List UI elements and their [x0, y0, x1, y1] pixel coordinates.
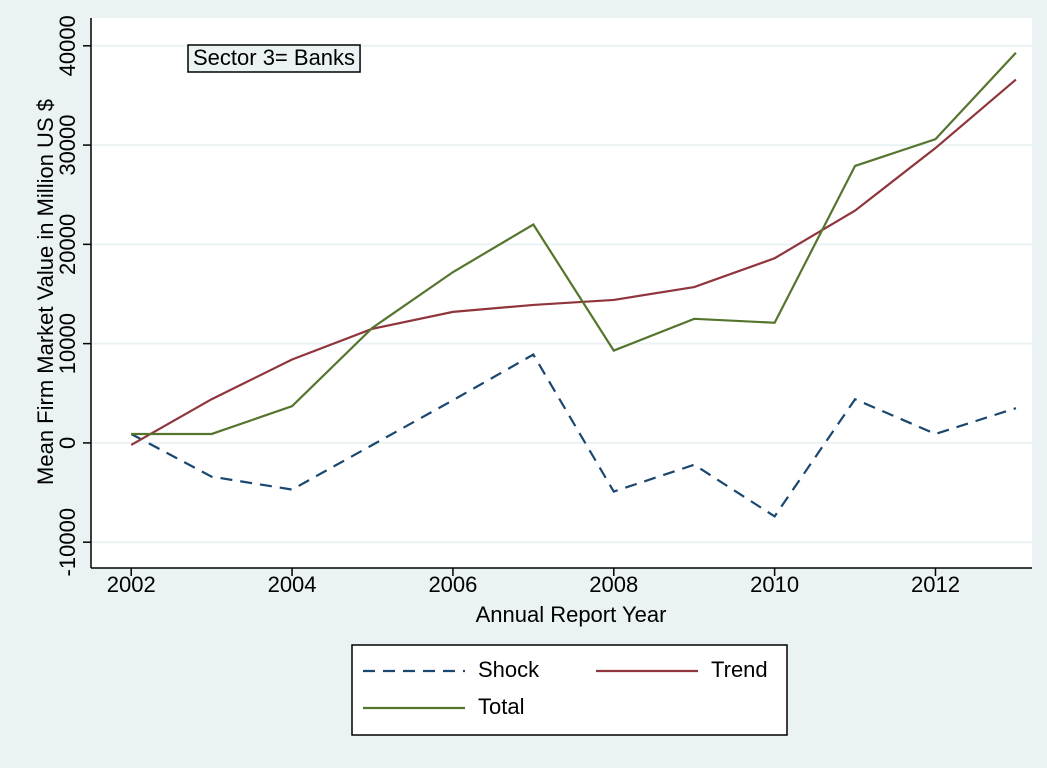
legend-label: Shock	[478, 657, 540, 682]
x-tick-label: 2006	[428, 572, 477, 597]
series-line	[130, 78, 1017, 446]
y-tick-label: 30000	[55, 114, 80, 175]
y-tick-label: 10000	[55, 313, 80, 374]
annotation-text: Sector 3= Banks	[193, 45, 355, 70]
series-line	[130, 353, 1017, 518]
series-line	[131, 51, 1017, 436]
legend: Shock Trend Total	[351, 644, 788, 736]
y-tick-label: 20000	[55, 214, 80, 275]
x-tick-label: 2012	[911, 572, 960, 597]
x-tick-label: 2004	[268, 572, 317, 597]
y-tick-label: 0	[55, 437, 80, 449]
x-tick-label: 2010	[750, 572, 799, 597]
legend-label: Total	[478, 694, 524, 719]
legend-label: Trend	[711, 657, 768, 682]
y-tick-label: 40000	[55, 15, 80, 76]
plot-area	[91, 18, 1032, 568]
y-axis-title: Mean Firm Market Value in Million US $	[33, 99, 58, 485]
y-tick-label: -10000	[55, 508, 80, 577]
x-axis-title: Annual Report Year	[476, 602, 667, 627]
x-tick-label: 2002	[107, 572, 156, 597]
legend-box	[351, 644, 788, 736]
annotation: Sector 3= Banks	[187, 44, 361, 73]
annotation-box	[187, 44, 361, 73]
x-tick-label: 2008	[589, 572, 638, 597]
